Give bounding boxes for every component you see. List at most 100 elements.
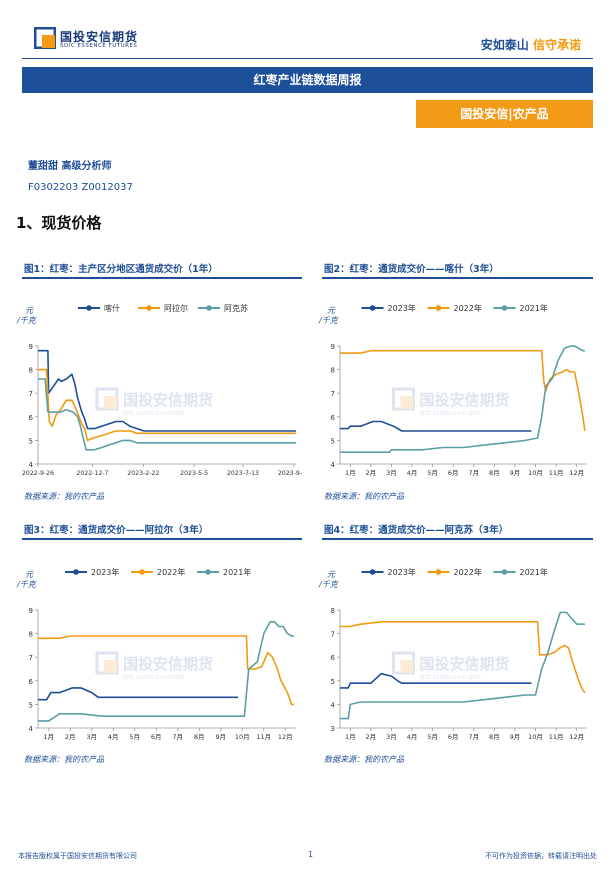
legend-marker bbox=[501, 569, 508, 575]
watermark-text: 国投安信期货 bbox=[123, 655, 213, 673]
x-tick-label: 11月 bbox=[256, 733, 271, 741]
x-tick-label: 4月 bbox=[407, 469, 418, 477]
figure-3-source: 数据来源：我的农产品 bbox=[24, 755, 104, 764]
x-tick-label: 2月 bbox=[366, 469, 377, 477]
y-tick-label: 9 bbox=[331, 343, 335, 351]
y-tick-label: 9 bbox=[29, 607, 33, 615]
author-name: 董甜甜 高级分析师 bbox=[28, 161, 112, 172]
x-tick-label: 8月 bbox=[489, 469, 500, 477]
legend-marker bbox=[205, 569, 211, 575]
legend-label: 2022年 bbox=[454, 303, 482, 313]
legend-marker bbox=[501, 305, 508, 311]
x-tick-label: 11月 bbox=[549, 733, 564, 741]
x-tick-label: 6月 bbox=[448, 733, 459, 741]
x-tick-label: 4月 bbox=[407, 733, 418, 741]
series-line bbox=[38, 635, 294, 706]
x-tick-label: 8月 bbox=[489, 733, 500, 741]
x-tick-label: 3月 bbox=[386, 469, 397, 477]
legend-label: 2021年 bbox=[520, 567, 548, 577]
legend-marker bbox=[435, 305, 442, 311]
legend-label: 喀什 bbox=[104, 303, 120, 313]
legend-label: 阿拉尔 bbox=[164, 303, 188, 313]
watermark-logo-icon bbox=[95, 651, 119, 675]
watermark-logo-fill bbox=[104, 396, 117, 409]
footer-copyright: 本报告版权属于国投安信期货有限公司 bbox=[18, 852, 137, 860]
y-tick-label: 6 bbox=[331, 414, 336, 422]
x-tick-label: 3月 bbox=[386, 733, 397, 741]
x-tick-label: 10月 bbox=[235, 733, 250, 741]
watermark-text: 国投安信期货 bbox=[123, 391, 213, 409]
watermark-subtext: SDIC ESSENCE FUTURES bbox=[420, 675, 481, 681]
legend-marker bbox=[146, 305, 152, 311]
series-line bbox=[340, 349, 586, 432]
y-tick-label: 4 bbox=[29, 461, 34, 469]
logo-subtitle: SDIC ESSENCE FUTURES bbox=[60, 43, 138, 49]
x-tick-label: 4月 bbox=[108, 733, 119, 741]
watermark-logo-fill bbox=[104, 660, 117, 673]
x-tick-label: 2023-9-20 bbox=[278, 470, 302, 477]
watermark-text: 国投安信期货 bbox=[420, 391, 510, 409]
y-tick-label: 7 bbox=[29, 390, 33, 398]
figure-3-title: 图3：红枣：通货成交价——阿拉尔（3年） bbox=[24, 525, 209, 536]
figure-1-rule bbox=[22, 277, 302, 279]
chart-4: 国投安信期货 SDIC ESSENCE FUTURES 元/千克 3 4 5 6 7 8 1月 2月… bbox=[318, 567, 587, 741]
x-tick-label: 12月 bbox=[278, 733, 293, 741]
x-tick-label: 11月 bbox=[549, 469, 564, 477]
series-line bbox=[340, 672, 532, 689]
watermark-text: 国投安信期货 bbox=[420, 655, 510, 673]
legend-label: 2023年 bbox=[388, 303, 416, 313]
page-header: 国投安信期货 SDIC ESSENCE FUTURES 安如泰山 信守承诺 bbox=[0, 0, 615, 60]
y-tick-label: 5 bbox=[331, 678, 335, 686]
x-tick-label: 5月 bbox=[427, 469, 438, 477]
y-axis-label-per: /千克 bbox=[16, 316, 37, 325]
y-tick-label: 8 bbox=[331, 367, 335, 375]
x-tick-label: 1月 bbox=[345, 733, 356, 741]
x-tick-label: 3月 bbox=[86, 733, 97, 741]
legend-marker bbox=[73, 569, 79, 575]
watermark-logo-fill bbox=[400, 660, 414, 673]
legend-marker bbox=[206, 305, 212, 311]
legend-label: 2023年 bbox=[91, 567, 119, 577]
logo-text: 国投安信期货 bbox=[60, 30, 139, 44]
y-tick-label: 6 bbox=[29, 678, 34, 686]
x-tick-label: 1月 bbox=[345, 469, 356, 477]
legend-label: 2023年 bbox=[388, 567, 416, 577]
series-line bbox=[340, 621, 586, 694]
figure-4-title: 图4：红枣：通货成交价——阿克苏（3年） bbox=[324, 525, 509, 536]
y-axis-label-unit: 元 bbox=[25, 570, 34, 579]
legend-label: 2021年 bbox=[520, 303, 548, 313]
figure-2-rule bbox=[322, 277, 593, 279]
legend-label: 2022年 bbox=[454, 567, 482, 577]
y-tick-label: 3 bbox=[331, 725, 335, 733]
watermark: 国投安信期货 SDIC ESSENCE FUTURES bbox=[95, 387, 213, 417]
chart-3: 国投安信期货 SDIC ESSENCE FUTURES 元/千克 4 5 6 7 8 9 1月 2月… bbox=[16, 567, 296, 741]
x-tick-label: 6月 bbox=[151, 733, 162, 741]
footer-disclaimer: 不可作为投资依据，转载请注明出处 bbox=[485, 852, 597, 860]
y-tick-label: 6 bbox=[29, 414, 34, 422]
x-tick-label: 2月 bbox=[65, 733, 76, 741]
figure-3-rule bbox=[22, 538, 302, 540]
y-tick-label: 6 bbox=[331, 654, 336, 662]
watermark-logo-icon bbox=[392, 387, 415, 411]
x-tick-label: 2023-7-13 bbox=[227, 470, 259, 477]
x-tick-label: 7月 bbox=[172, 733, 183, 741]
y-tick-label: 9 bbox=[29, 343, 33, 351]
legend-marker bbox=[139, 569, 145, 575]
series-line bbox=[38, 349, 296, 432]
x-tick-label: 2023-2-22 bbox=[127, 470, 159, 477]
figure-1-title: 图1：红枣：主产区分地区通货成交价（1年） bbox=[24, 264, 218, 275]
x-tick-label: 5月 bbox=[129, 733, 140, 741]
watermark-logo-icon bbox=[95, 387, 119, 411]
chart-1: 国投安信期货 SDIC ESSENCE FUTURES 元/千克 4 5 6 7 8 9 2022… bbox=[16, 303, 302, 477]
x-tick-label: 2022-12-7 bbox=[76, 470, 108, 477]
chart-2: 国投安信期货 SDIC ESSENCE FUTURES 元/千克 4 5 6 7 8 9 1月 2月… bbox=[318, 303, 587, 477]
y-tick-label: 4 bbox=[29, 725, 34, 733]
x-tick-label: 9月 bbox=[510, 733, 521, 741]
watermark-subtext: SDIC ESSENCE FUTURES bbox=[123, 411, 184, 417]
y-axis-label-unit: 元 bbox=[327, 570, 336, 579]
y-tick-label: 7 bbox=[331, 631, 335, 639]
y-tick-label: 8 bbox=[29, 367, 33, 375]
watermark: 国投安信期货 SDIC ESSENCE FUTURES bbox=[392, 651, 510, 681]
watermark-logo-fill bbox=[400, 396, 414, 409]
figure-4-rule bbox=[322, 538, 593, 540]
